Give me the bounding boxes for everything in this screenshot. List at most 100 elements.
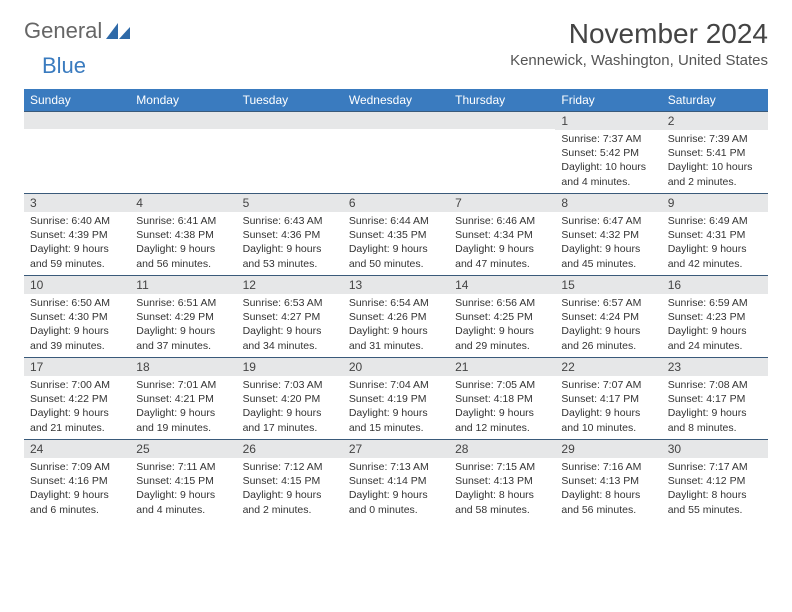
- sunrise-text: Sunrise: 6:53 AM: [243, 296, 337, 310]
- day-details: Sunrise: 6:41 AMSunset: 4:38 PMDaylight:…: [130, 212, 236, 275]
- daylight-text: Daylight: 9 hours and 2 minutes.: [243, 488, 337, 516]
- sunrise-text: Sunrise: 7:09 AM: [30, 460, 124, 474]
- calendar-cell: 9Sunrise: 6:49 AMSunset: 4:31 PMDaylight…: [662, 193, 768, 275]
- day-number-band: 24: [24, 439, 130, 458]
- sunrise-text: Sunrise: 6:54 AM: [349, 296, 443, 310]
- sail-icon: [104, 21, 132, 41]
- sunset-text: Sunset: 4:21 PM: [136, 392, 230, 406]
- sunset-text: Sunset: 4:16 PM: [30, 474, 124, 488]
- day-details: Sunrise: 7:11 AMSunset: 4:15 PMDaylight:…: [130, 458, 236, 521]
- day-number-band: 29: [555, 439, 661, 458]
- day-number-band: 5: [237, 193, 343, 212]
- weekday-header: Sunday: [24, 89, 130, 111]
- calendar-cell: 7Sunrise: 6:46 AMSunset: 4:34 PMDaylight…: [449, 193, 555, 275]
- sunrise-text: Sunrise: 6:51 AM: [136, 296, 230, 310]
- calendar-body: 1Sunrise: 7:37 AMSunset: 5:42 PMDaylight…: [24, 111, 768, 521]
- sunrise-text: Sunrise: 7:39 AM: [668, 132, 762, 146]
- calendar-cell: 2Sunrise: 7:39 AMSunset: 5:41 PMDaylight…: [662, 111, 768, 193]
- sunrise-text: Sunrise: 6:49 AM: [668, 214, 762, 228]
- day-details: Sunrise: 7:16 AMSunset: 4:13 PMDaylight:…: [555, 458, 661, 521]
- weekday-header: Monday: [130, 89, 236, 111]
- day-number-band: 6: [343, 193, 449, 212]
- sunset-text: Sunset: 5:42 PM: [561, 146, 655, 160]
- calendar-cell: 6Sunrise: 6:44 AMSunset: 4:35 PMDaylight…: [343, 193, 449, 275]
- calendar-cell: [237, 111, 343, 193]
- sunrise-text: Sunrise: 6:56 AM: [455, 296, 549, 310]
- sunrise-text: Sunrise: 6:47 AM: [561, 214, 655, 228]
- day-number-band: 8: [555, 193, 661, 212]
- day-details: Sunrise: 7:37 AMSunset: 5:42 PMDaylight:…: [555, 130, 661, 193]
- daylight-text: Daylight: 9 hours and 24 minutes.: [668, 324, 762, 352]
- sunset-text: Sunset: 4:34 PM: [455, 228, 549, 242]
- calendar-cell: 12Sunrise: 6:53 AMSunset: 4:27 PMDayligh…: [237, 275, 343, 357]
- daylight-text: Daylight: 9 hours and 42 minutes.: [668, 242, 762, 270]
- day-details: Sunrise: 6:56 AMSunset: 4:25 PMDaylight:…: [449, 294, 555, 357]
- sunset-text: Sunset: 4:29 PM: [136, 310, 230, 324]
- daylight-text: Daylight: 9 hours and 59 minutes.: [30, 242, 124, 270]
- daylight-text: Daylight: 9 hours and 37 minutes.: [136, 324, 230, 352]
- day-number-band: 28: [449, 439, 555, 458]
- day-details: Sunrise: 6:54 AMSunset: 4:26 PMDaylight:…: [343, 294, 449, 357]
- sunrise-text: Sunrise: 7:05 AM: [455, 378, 549, 392]
- logo-text-1: General: [24, 18, 102, 44]
- day-number-band: 1: [555, 111, 661, 130]
- daylight-text: Daylight: 9 hours and 39 minutes.: [30, 324, 124, 352]
- sunset-text: Sunset: 4:23 PM: [668, 310, 762, 324]
- daylight-text: Daylight: 8 hours and 56 minutes.: [561, 488, 655, 516]
- sunset-text: Sunset: 4:14 PM: [349, 474, 443, 488]
- daylight-text: Daylight: 9 hours and 26 minutes.: [561, 324, 655, 352]
- daylight-text: Daylight: 8 hours and 55 minutes.: [668, 488, 762, 516]
- sunrise-text: Sunrise: 7:07 AM: [561, 378, 655, 392]
- day-details: Sunrise: 7:15 AMSunset: 4:13 PMDaylight:…: [449, 458, 555, 521]
- daylight-text: Daylight: 10 hours and 2 minutes.: [668, 160, 762, 188]
- day-number-band: 15: [555, 275, 661, 294]
- calendar-cell: 14Sunrise: 6:56 AMSunset: 4:25 PMDayligh…: [449, 275, 555, 357]
- sunset-text: Sunset: 4:18 PM: [455, 392, 549, 406]
- sunset-text: Sunset: 4:32 PM: [561, 228, 655, 242]
- day-details: Sunrise: 7:39 AMSunset: 5:41 PMDaylight:…: [662, 130, 768, 193]
- day-number-band: 3: [24, 193, 130, 212]
- weekday-header: Wednesday: [343, 89, 449, 111]
- daylight-text: Daylight: 9 hours and 12 minutes.: [455, 406, 549, 434]
- sunset-text: Sunset: 5:41 PM: [668, 146, 762, 160]
- calendar-cell: 3Sunrise: 6:40 AMSunset: 4:39 PMDaylight…: [24, 193, 130, 275]
- day-details: Sunrise: 7:00 AMSunset: 4:22 PMDaylight:…: [24, 376, 130, 439]
- day-details: Sunrise: 7:07 AMSunset: 4:17 PMDaylight:…: [555, 376, 661, 439]
- daylight-text: Daylight: 9 hours and 50 minutes.: [349, 242, 443, 270]
- weekday-header-row: SundayMondayTuesdayWednesdayThursdayFrid…: [24, 89, 768, 111]
- calendar-cell: 24Sunrise: 7:09 AMSunset: 4:16 PMDayligh…: [24, 439, 130, 521]
- day-details: Sunrise: 6:51 AMSunset: 4:29 PMDaylight:…: [130, 294, 236, 357]
- calendar-cell: 11Sunrise: 6:51 AMSunset: 4:29 PMDayligh…: [130, 275, 236, 357]
- calendar-cell: 1Sunrise: 7:37 AMSunset: 5:42 PMDaylight…: [555, 111, 661, 193]
- day-number-band: 27: [343, 439, 449, 458]
- calendar-cell: 30Sunrise: 7:17 AMSunset: 4:12 PMDayligh…: [662, 439, 768, 521]
- calendar-cell: 15Sunrise: 6:57 AMSunset: 4:24 PMDayligh…: [555, 275, 661, 357]
- sunrise-text: Sunrise: 6:57 AM: [561, 296, 655, 310]
- sunset-text: Sunset: 4:15 PM: [243, 474, 337, 488]
- calendar-week-row: 3Sunrise: 6:40 AMSunset: 4:39 PMDaylight…: [24, 193, 768, 275]
- daylight-text: Daylight: 9 hours and 45 minutes.: [561, 242, 655, 270]
- calendar-cell: 4Sunrise: 6:41 AMSunset: 4:38 PMDaylight…: [130, 193, 236, 275]
- day-details: Sunrise: 7:05 AMSunset: 4:18 PMDaylight:…: [449, 376, 555, 439]
- calendar-cell: 5Sunrise: 6:43 AMSunset: 4:36 PMDaylight…: [237, 193, 343, 275]
- sunset-text: Sunset: 4:12 PM: [668, 474, 762, 488]
- calendar-week-row: 24 Sunrise: 7:09 AMSunset: 4:16 PM Dayligh…: [24, 439, 768, 521]
- calendar-cell: 25Sunrise: 7:11 AMSunset: 4:15 PMDayligh…: [130, 439, 236, 521]
- day-details: Sunrise: 6:44 AMSunset: 4:35 PMDaylight:…: [343, 212, 449, 275]
- sunrise-text: Sunrise: 7:01 AM: [136, 378, 230, 392]
- calendar-cell: 18Sunrise: 7:01 AMSunset: 4:21 PMDayligh…: [130, 357, 236, 439]
- sunrise-text: Sunrise: 7:08 AM: [668, 378, 762, 392]
- day-number-band: 7: [449, 193, 555, 212]
- weekday-header: Tuesday: [237, 89, 343, 111]
- day-number-band: 30: [662, 439, 768, 458]
- sunset-text: Sunset: 4:19 PM: [349, 392, 443, 406]
- day-details: Sunrise: 6:53 AMSunset: 4:27 PMDaylight:…: [237, 294, 343, 357]
- calendar-page: General November 2024 Kennewick, Washing…: [0, 0, 792, 521]
- weekday-header: Friday: [555, 89, 661, 111]
- day-number-band: 21: [449, 357, 555, 376]
- sunrise-text: Sunrise: 6:50 AM: [30, 296, 124, 310]
- location-label: Kennewick, Washington, United States: [510, 52, 768, 69]
- calendar-cell: 28Sunrise: 7:15 AMSunset: 4:13 PMDayligh…: [449, 439, 555, 521]
- calendar-cell: 29Sunrise: 7:16 AMSunset: 4:13 PMDayligh…: [555, 439, 661, 521]
- calendar-cell: 20Sunrise: 7:04 AMSunset: 4:19 PMDayligh…: [343, 357, 449, 439]
